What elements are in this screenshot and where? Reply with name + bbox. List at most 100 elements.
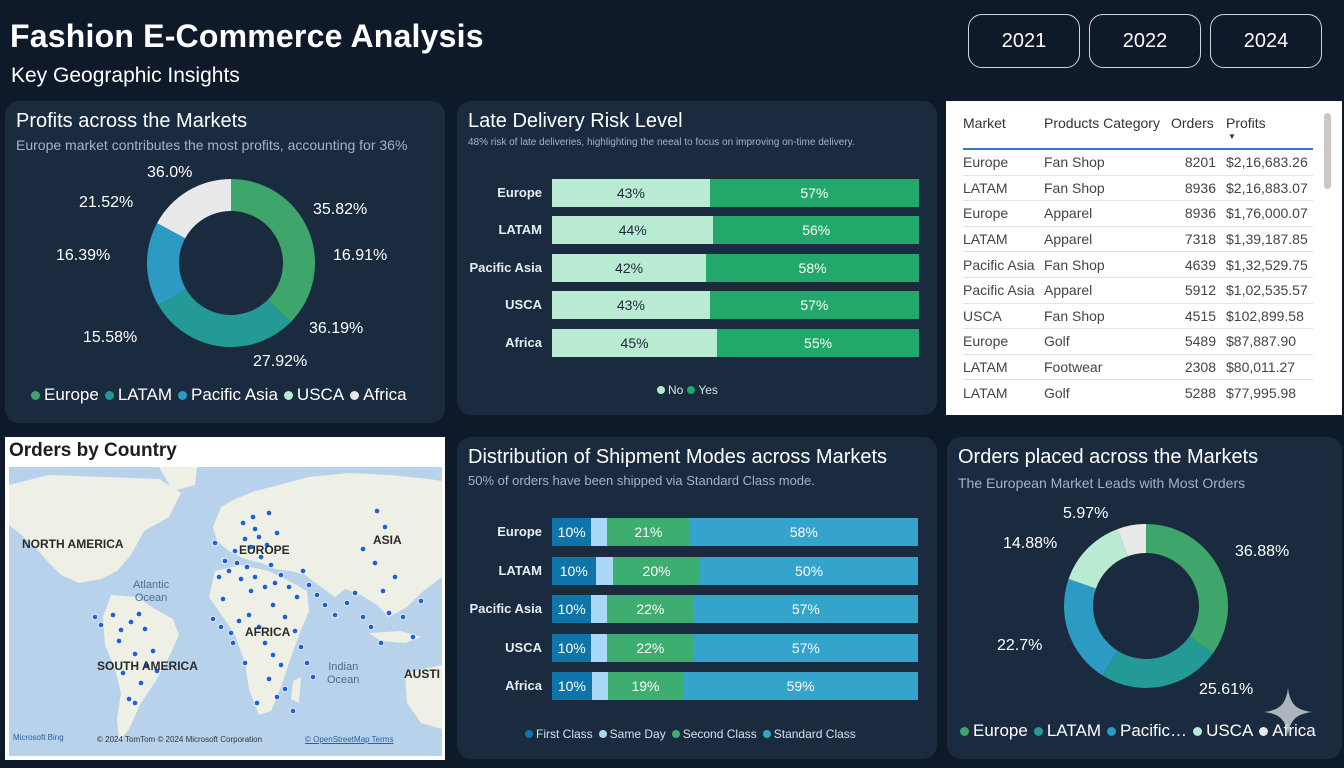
orders-slice-europe[interactable] <box>1146 524 1228 654</box>
map-order-marker[interactable] <box>277 661 285 669</box>
map-order-marker[interactable] <box>141 625 149 633</box>
map-order-marker[interactable] <box>249 513 257 521</box>
legend-item-usca[interactable]: USCA <box>283 385 344 405</box>
map-order-marker[interactable] <box>309 673 317 681</box>
map-order-marker[interactable] <box>117 626 125 634</box>
bar-segment-no[interactable]: 43% <box>552 291 710 319</box>
map-order-marker[interactable] <box>331 611 339 619</box>
table-row[interactable]: Europe Fan Shop 8201 $2,16,683.26 <box>963 148 1313 176</box>
map-order-marker[interactable] <box>253 699 261 707</box>
map-order-marker[interactable] <box>131 650 139 658</box>
profits-slice-latam[interactable] <box>158 289 291 347</box>
bar-segment-standard-class[interactable]: 58% <box>689 518 918 546</box>
map-order-marker[interactable] <box>153 667 161 675</box>
map-order-marker[interactable] <box>219 595 227 603</box>
map-order-marker[interactable] <box>209 615 217 623</box>
legend-item-standard-class[interactable]: Standard Class <box>762 727 856 741</box>
map-order-marker[interactable] <box>271 579 279 587</box>
map-order-marker[interactable] <box>127 618 135 626</box>
bar-segment-yes[interactable]: 57% <box>709 291 919 319</box>
map-order-marker[interactable] <box>391 573 399 581</box>
legend-item-usca[interactable]: USCA <box>1193 721 1253 741</box>
bar-segment-same-day[interactable] <box>591 595 608 623</box>
map-order-marker[interactable] <box>281 613 289 621</box>
map-order-marker[interactable] <box>269 601 277 609</box>
map-order-marker[interactable] <box>215 573 223 581</box>
bar-segment-no[interactable]: 45% <box>552 329 718 357</box>
table-row[interactable]: Europe Golf 5489 $87,887.90 <box>963 328 1313 355</box>
bar-segment-same-day[interactable] <box>591 672 608 700</box>
map-order-marker[interactable] <box>125 695 133 703</box>
map-order-marker[interactable] <box>241 659 249 667</box>
year-button-2021[interactable]: 2021 <box>968 14 1080 68</box>
map-order-marker[interactable] <box>277 571 285 579</box>
map-order-marker[interactable] <box>263 541 271 549</box>
map-order-marker[interactable] <box>255 533 263 541</box>
legend-item-africa[interactable]: Africa <box>350 385 407 405</box>
map-order-marker[interactable] <box>143 662 151 670</box>
bar-segment-second-class[interactable]: 22% <box>607 595 694 623</box>
map-order-marker[interactable] <box>321 601 329 609</box>
table-row[interactable]: USCA Fan Shop 4515 $102,899.58 <box>963 302 1313 329</box>
profits-slice-africa[interactable] <box>157 179 231 239</box>
bar-segment-no[interactable]: 43% <box>552 179 710 207</box>
bar-segment-first-class[interactable]: 10% <box>552 595 592 623</box>
legend-item-europe[interactable]: Europe <box>31 385 99 405</box>
bar-segment-yes[interactable]: 58% <box>706 254 919 282</box>
map-order-marker[interactable] <box>229 639 237 647</box>
table-scrollbar[interactable] <box>1324 113 1331 189</box>
orders-slice-africa[interactable] <box>1117 524 1146 557</box>
map-order-marker[interactable] <box>373 507 381 515</box>
bar-segment-same-day[interactable] <box>591 518 608 546</box>
map-order-marker[interactable] <box>227 629 235 637</box>
bar-segment-second-class[interactable]: 19% <box>607 672 684 700</box>
bar-segment-same-day[interactable] <box>595 557 613 585</box>
bar-segment-yes[interactable]: 57% <box>709 179 919 207</box>
map-order-marker[interactable] <box>235 617 243 625</box>
map-order-marker[interactable] <box>233 559 241 567</box>
bar-segment-no[interactable]: 44% <box>552 216 714 244</box>
map-order-marker[interactable] <box>137 679 145 687</box>
profits-slice-europe[interactable] <box>231 179 315 323</box>
bar-segment-no[interactable]: 42% <box>552 254 707 282</box>
bar-segment-standard-class[interactable]: 57% <box>693 595 918 623</box>
legend-item-latam[interactable]: LATAM <box>104 385 172 405</box>
bar-segment-yes[interactable]: 55% <box>717 329 919 357</box>
legend-item-first-class[interactable]: First Class <box>525 727 593 741</box>
year-button-2022[interactable]: 2022 <box>1089 14 1201 68</box>
world-map[interactable]: NORTH AMERICA EUROPE ASIA AFRICA SOUTH A… <box>9 467 442 756</box>
map-order-marker[interactable] <box>273 529 281 537</box>
map-order-marker[interactable] <box>359 545 367 553</box>
map-order-marker[interactable] <box>367 623 375 631</box>
bar-segment-first-class[interactable]: 10% <box>552 557 596 585</box>
bar-segment-second-class[interactable]: 20% <box>613 557 701 585</box>
legend-item-europe[interactable]: Europe <box>960 721 1028 741</box>
bar-segment-same-day[interactable] <box>591 634 608 662</box>
bar-segment-yes[interactable]: 56% <box>713 216 919 244</box>
map-order-marker[interactable] <box>297 643 305 651</box>
bar-segment-second-class[interactable]: 22% <box>607 634 694 662</box>
map-order-marker[interactable] <box>305 581 313 589</box>
bar-segment-first-class[interactable]: 10% <box>552 634 592 662</box>
legend-item-second-class[interactable]: Second Class <box>671 727 757 741</box>
map-order-marker[interactable] <box>257 553 265 561</box>
legend-item-no[interactable]: No <box>657 383 683 397</box>
map-order-marker[interactable] <box>273 693 281 701</box>
column-header-orders[interactable]: Orders <box>1171 115 1214 131</box>
map-order-marker[interactable] <box>237 575 245 583</box>
map-order-marker[interactable] <box>261 583 269 591</box>
map-order-marker[interactable] <box>265 509 273 517</box>
map-order-marker[interactable] <box>231 547 239 555</box>
map-order-marker[interactable] <box>409 633 417 641</box>
map-order-marker[interactable] <box>247 543 255 551</box>
map-order-marker[interactable] <box>251 525 259 533</box>
bar-segment-standard-class[interactable]: 50% <box>700 557 918 585</box>
bar-segment-standard-class[interactable]: 57% <box>693 634 918 662</box>
map-order-marker[interactable] <box>97 621 105 629</box>
map-order-marker[interactable] <box>109 611 117 619</box>
legend-item-same-day[interactable]: Same Day <box>598 727 666 741</box>
map-order-marker[interactable] <box>149 647 157 655</box>
map-order-marker[interactable] <box>289 707 297 715</box>
map-order-marker[interactable] <box>381 523 389 531</box>
map-terms-link[interactable]: © OpenStreetMap Terms <box>305 735 394 744</box>
